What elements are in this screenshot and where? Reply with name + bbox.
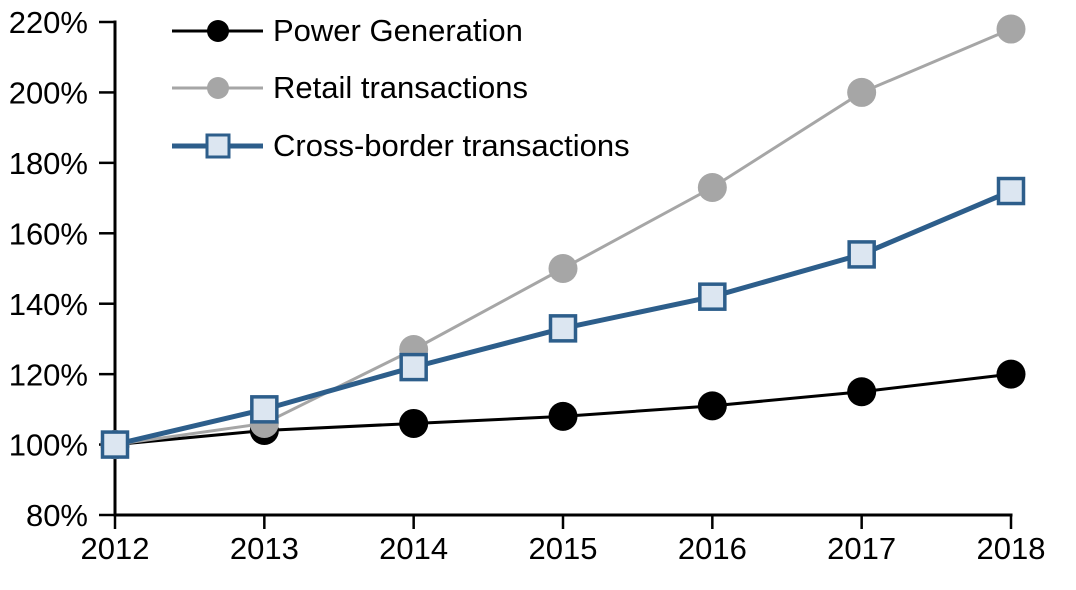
legend-label: Cross-border transactions: [273, 128, 630, 163]
y-axis-tick-label: 180%: [9, 146, 88, 181]
y-axis-tick-label: 140%: [9, 287, 88, 322]
x-axis-tick-label: 2016: [678, 531, 747, 566]
y-axis-tick-label: 200%: [9, 76, 88, 111]
legend-label: Power Generation: [273, 13, 523, 48]
data-point-marker: [847, 77, 877, 107]
x-axis-tick-label: 2017: [827, 531, 896, 566]
legend-item-power-generation: Power Generation: [172, 14, 523, 48]
x-axis-tick-label: 2012: [81, 531, 150, 566]
data-point-marker: [847, 377, 877, 407]
legend-item-cross-border-transactions: Cross-border transactions: [172, 129, 630, 163]
data-point-marker: [399, 352, 428, 382]
data-point-marker: [548, 254, 578, 283]
legend-swatch: [172, 14, 263, 48]
x-axis-tick-label: 2018: [977, 531, 1046, 566]
y-axis-tick-label: 220%: [9, 5, 88, 40]
y-axis-tick-label: 160%: [9, 216, 88, 251]
data-point-marker: [100, 430, 130, 459]
legend-label: Retail transactions: [273, 70, 529, 105]
legend-swatch: [172, 129, 263, 163]
data-point-marker: [996, 176, 1026, 206]
y-axis-tick-label: 120%: [9, 357, 88, 392]
data-point-marker: [996, 359, 1026, 389]
square-marker-icon: [205, 133, 230, 159]
circle-marker-icon: [206, 77, 229, 99]
data-point-marker: [996, 14, 1026, 44]
data-point-marker: [847, 240, 876, 269]
y-axis-tick-label: 100%: [9, 428, 88, 463]
x-axis-tick-label: 2014: [379, 531, 448, 566]
data-point-marker: [698, 282, 727, 311]
legend-swatch: [172, 71, 263, 105]
circle-marker-icon: [206, 20, 229, 42]
x-axis-tick-label: 2013: [230, 531, 299, 566]
data-point-marker: [697, 173, 727, 203]
x-axis-tick-label: 2015: [529, 531, 598, 566]
data-point-marker: [250, 395, 279, 424]
legend-item-retail-transactions: Retail transactions: [172, 71, 528, 105]
y-axis-tick-label: 80%: [26, 498, 88, 533]
data-point-marker: [548, 401, 578, 431]
data-point-marker: [697, 391, 727, 421]
data-point-marker: [399, 408, 429, 438]
data-point-marker: [548, 314, 578, 343]
